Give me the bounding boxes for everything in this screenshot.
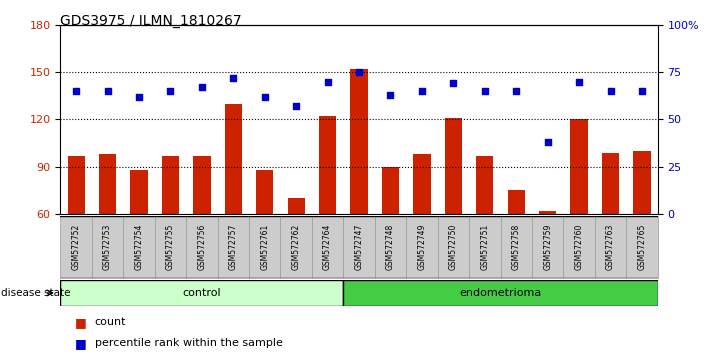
Point (165, 88, 176, 94)
Bar (532, 216, 563, 278)
Point (102, 88, 113, 94)
Text: GSM572760: GSM572760 (574, 224, 584, 270)
Bar (123, 216, 155, 278)
Point (510, 88, 522, 94)
Bar (343, 280, 658, 306)
Bar (343, 216, 375, 278)
Text: GSM572761: GSM572761 (260, 224, 269, 270)
Text: count: count (95, 317, 126, 327)
Bar (256, 170, 274, 214)
Bar (99, 154, 116, 214)
Point (416, 88, 427, 94)
Bar (375, 216, 406, 278)
Point (228, 75, 239, 81)
Bar (319, 116, 336, 214)
Bar (249, 216, 280, 278)
Bar (595, 216, 626, 278)
Text: GSM572759: GSM572759 (543, 224, 552, 270)
Bar (193, 156, 210, 214)
Bar (280, 216, 312, 278)
Text: GSM572763: GSM572763 (606, 224, 615, 270)
Bar (602, 153, 619, 214)
Text: GSM572764: GSM572764 (323, 224, 332, 270)
Bar (570, 119, 588, 214)
Point (70, 88, 82, 94)
Point (385, 92, 396, 98)
Bar (563, 216, 595, 278)
Text: GSM572762: GSM572762 (292, 224, 301, 270)
Bar (508, 190, 525, 214)
Bar (626, 216, 658, 278)
Point (353, 69, 365, 75)
Text: control: control (183, 288, 221, 298)
Bar (130, 170, 148, 214)
Bar (92, 216, 123, 278)
Point (448, 81, 459, 86)
Point (259, 94, 270, 99)
Bar (382, 167, 399, 214)
Bar (60, 216, 92, 278)
Text: GSM572752: GSM572752 (72, 224, 80, 270)
Point (573, 79, 584, 84)
Text: GDS3975 / ILMN_1810267: GDS3975 / ILMN_1810267 (60, 14, 242, 28)
Point (196, 85, 208, 90)
Text: disease state: disease state (1, 288, 70, 298)
Bar (312, 216, 343, 278)
Text: GSM572765: GSM572765 (638, 224, 646, 270)
Text: GSM572757: GSM572757 (229, 224, 237, 270)
Bar (155, 216, 186, 278)
Text: ■: ■ (75, 337, 87, 350)
Bar (469, 216, 501, 278)
Bar (60, 280, 343, 306)
Point (605, 88, 616, 94)
Bar (501, 216, 532, 278)
Bar (186, 216, 218, 278)
Bar (539, 211, 556, 214)
Bar (634, 151, 651, 214)
Bar (413, 154, 431, 214)
Text: GSM572747: GSM572747 (355, 224, 363, 270)
Text: ■: ■ (75, 316, 87, 329)
Text: GSM572758: GSM572758 (512, 224, 520, 270)
Bar (476, 156, 493, 214)
Bar (218, 216, 249, 278)
Bar (444, 118, 462, 214)
Point (636, 88, 648, 94)
Point (479, 88, 491, 94)
Point (542, 139, 553, 145)
Text: GSM572750: GSM572750 (449, 224, 458, 270)
Text: GSM572755: GSM572755 (166, 224, 175, 270)
Point (322, 79, 333, 84)
Text: percentile rank within the sample: percentile rank within the sample (95, 338, 282, 348)
Text: GSM572751: GSM572751 (481, 224, 489, 270)
Point (291, 103, 302, 109)
Text: GSM572754: GSM572754 (134, 224, 144, 270)
Text: GSM572748: GSM572748 (386, 224, 395, 270)
Bar (162, 156, 179, 214)
Text: endometrioma: endometrioma (459, 288, 542, 298)
Bar (406, 216, 438, 278)
Point (134, 94, 145, 99)
Bar (351, 69, 368, 214)
Bar (438, 216, 469, 278)
Text: GSM572749: GSM572749 (417, 224, 427, 270)
Bar (68, 156, 85, 214)
Text: GSM572753: GSM572753 (103, 224, 112, 270)
Bar (225, 104, 242, 214)
Text: GSM572756: GSM572756 (198, 224, 206, 270)
Bar (287, 198, 305, 214)
